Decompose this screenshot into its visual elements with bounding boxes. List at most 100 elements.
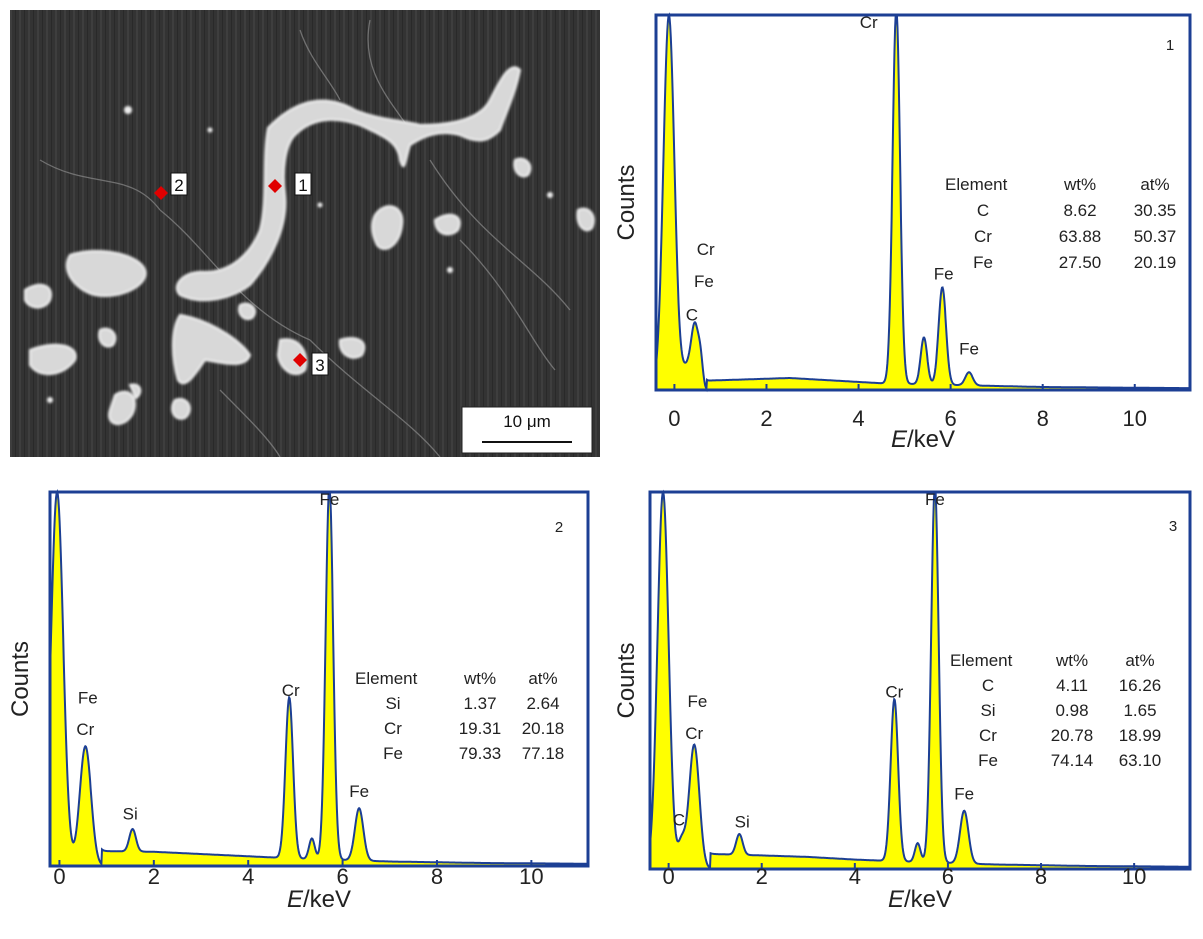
table-wt: 19.31 [459,719,502,738]
x-axis-title: E/keV [891,426,955,453]
plot-frame [48,490,590,868]
table-wt: 79.33 [459,744,502,763]
table-at: 20.18 [522,719,565,738]
table-at: 63.10 [1119,751,1162,770]
table-element: Cr [979,726,997,745]
table-wt: 27.50 [1059,253,1102,272]
peak-label: Fe [78,688,98,707]
spectrum-line [649,489,1190,870]
spectrum-line [655,12,1190,393]
x-tick-label: 10 [1122,864,1146,889]
peak-label: C [686,306,698,325]
point-label-2: 2 [174,176,183,195]
peak-label: Fe [959,339,979,358]
eds-spectrum-2: 0 2 4 6 8 10 E/keV Counts 2 Fe Cr Si Cr Fe Fe Element wt… [7,489,590,913]
table-wt: 0.98 [1055,701,1088,720]
peak-label: C [673,811,685,830]
x-tick-label: 10 [519,864,543,889]
table-at: 18.99 [1119,726,1162,745]
table-wt: 74.14 [1051,751,1094,770]
table-header: at% [528,669,557,688]
peak-label: Fe [934,264,954,283]
y-axis-title: Counts [613,642,640,718]
table-header: at% [1140,175,1169,194]
table-wt: 8.62 [1063,201,1096,220]
table-element: C [977,201,989,220]
table-at: 2.64 [526,694,559,713]
table-at: 77.18 [522,744,565,763]
y-axis-title: Counts [7,641,34,717]
sem-image: 1 2 3 10 μm [10,10,600,458]
x-tick-label: 0 [668,406,680,431]
eds-spectrum-1: 0 2 4 6 8 10 E/keV Counts 1 C Fe Cr Cr Fe Fe Element wt%… [613,12,1192,453]
point-marker-2: 2 [154,172,188,200]
x-tick-label: 2 [756,864,768,889]
table-header: at% [1125,651,1154,670]
table-wt: 20.78 [1051,726,1094,745]
x-axis-title: E/keV [888,886,952,913]
x-tick-label: 8 [1037,406,1049,431]
table-element: C [982,676,994,695]
table-element: Fe [383,744,403,763]
table-at: 1.65 [1123,701,1156,720]
x-tick-label: 6 [944,406,956,431]
y-axis-title: Counts [613,164,640,240]
panel-label: 3 [1169,518,1177,535]
x-tick-label: 6 [336,864,348,889]
peak-label: Si [735,813,750,832]
point-label-3: 3 [315,356,324,375]
x-tick-label: 10 [1123,406,1147,431]
peak-label: Fe [349,782,369,801]
panel-label: 1 [1166,37,1174,54]
x-tick-label: 6 [942,864,954,889]
composition-table: Element wt% at% C 4.11 16.26 Si 0.98 1.65 Cr 20.78… [950,651,1161,770]
spectrum-fill [656,15,1190,390]
x-tick-label: 0 [53,864,65,889]
table-element: Fe [978,751,998,770]
x-tick-label: 2 [760,406,772,431]
x-tick-label: 4 [852,406,864,431]
x-tick-label: 8 [1035,864,1047,889]
sem-micrograph: 1 2 3 10 μm [10,10,600,458]
table-header: wt% [1055,651,1088,670]
peak-label: Si [123,804,138,823]
peak-label: Cr [885,682,903,701]
table-at: 16.26 [1119,676,1162,695]
point-marker-3: 3 [293,352,329,376]
panel-label: 2 [555,519,563,536]
spectrum-fill [650,492,1190,869]
composition-table: Element wt% at% C 8.62 30.35 Cr 63.88 50.37 Fe 27.… [945,175,1176,272]
table-header: wt% [463,669,496,688]
scale-bar-label: 10 μm [503,412,551,431]
point-label-1: 1 [298,176,307,195]
table-header: Element [950,651,1013,670]
table-element: Si [980,701,995,720]
table-element: Cr [384,719,402,738]
table-element: Fe [973,253,993,272]
table-header: Element [945,175,1008,194]
table-header: Element [355,669,418,688]
table-at: 50.37 [1134,227,1177,246]
point-marker-1: 1 [268,172,312,196]
table-wt: 63.88 [1059,227,1102,246]
peak-label: Cr [860,13,878,32]
x-tick-label: 0 [662,864,674,889]
x-axis-title: E/keV [287,886,351,913]
table-element: Si [385,694,400,713]
peak-label: Cr [282,681,300,700]
x-tick-label: 2 [148,864,160,889]
peak-label: Cr [76,720,94,739]
table-at: 30.35 [1134,201,1177,220]
plot-frame [654,13,1192,392]
x-tick-label: 4 [242,864,254,889]
table-element: Cr [974,227,992,246]
peak-label: Fe [694,272,714,291]
peak-label: Fe [954,784,974,803]
peak-label: Cr [697,240,715,259]
table-wt: 1.37 [463,694,496,713]
composition-table: Element wt% at% Si 1.37 2.64 Cr 19.31 20.18 Fe 79.… [355,669,564,763]
table-at: 20.19 [1134,253,1177,272]
scale-bar: 10 μm [461,406,593,454]
x-tick-label: 8 [431,864,443,889]
